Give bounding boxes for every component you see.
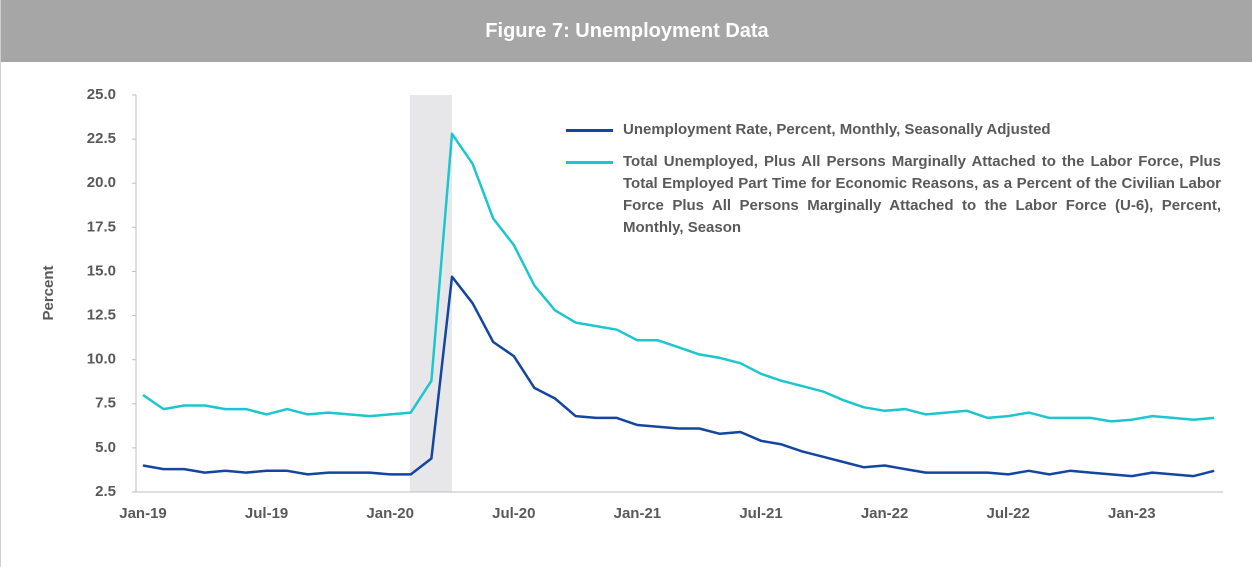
y-axis-title: Percent [40, 265, 57, 320]
legend-label: Total Unemployed, Plus All Persons Margi… [623, 153, 1221, 236]
x-tick-label: Jul-19 [245, 505, 288, 522]
legend-swatch [566, 129, 613, 132]
y-tick-label: 20.0 [87, 174, 116, 191]
series-line [142, 132, 1215, 423]
x-tick-label: Jul-20 [492, 505, 535, 522]
shaded-period [409, 95, 452, 492]
y-tick-label: 22.5 [87, 130, 116, 147]
y-tick-label: 17.5 [87, 218, 116, 235]
legend-label: Unemployment Rate, Percent, Monthly, Sea… [623, 121, 1051, 138]
y-tick-label: 5.0 [95, 439, 116, 456]
y-tick-label: 10.0 [87, 351, 116, 368]
y-tick-label: 2.5 [95, 483, 116, 500]
y-tick-label: 25.0 [87, 86, 116, 103]
x-tick-label: Jul-21 [739, 505, 782, 522]
legend: Unemployment Rate, Percent, Monthly, Sea… [566, 119, 1221, 249]
series-line [142, 275, 1215, 478]
x-tick-label: Jan-19 [119, 505, 167, 522]
x-tick-label: Jul-22 [987, 505, 1030, 522]
chart-title: Figure 7: Unemployment Data [1, 0, 1252, 62]
x-tick-label: Jan-23 [1108, 505, 1156, 522]
y-tick-label: 12.5 [87, 307, 116, 324]
legend-item: Unemployment Rate, Percent, Monthly, Sea… [566, 119, 1221, 141]
x-tick-label: Jan-21 [614, 505, 662, 522]
x-tick-label: Jan-20 [366, 505, 414, 522]
legend-swatch [566, 161, 613, 164]
legend-item: Total Unemployed, Plus All Persons Margi… [566, 151, 1221, 239]
y-tick-label: 7.5 [95, 395, 116, 412]
y-tick-label: 15.0 [87, 262, 116, 279]
x-tick-label: Jan-22 [861, 505, 909, 522]
